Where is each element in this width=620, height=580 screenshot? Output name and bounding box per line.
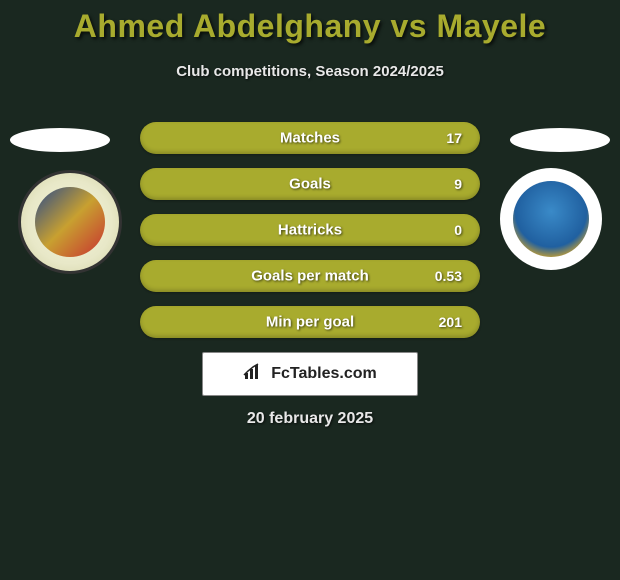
bars-icon <box>243 363 265 386</box>
stat-label: Min per goal <box>266 314 354 331</box>
stat-label: Hattricks <box>278 222 342 239</box>
subtitle: Club competitions, Season 2024/2025 <box>0 63 620 80</box>
player-right-placeholder <box>510 128 610 152</box>
stat-bar: Min per goal 201 <box>140 306 480 338</box>
stat-bar: Matches 17 <box>140 122 480 154</box>
stat-bar: Hattricks 0 <box>140 214 480 246</box>
stat-value: 0.53 <box>435 268 462 284</box>
player-left-placeholder <box>10 128 110 152</box>
stats-bars: Matches 17 Goals 9 Hattricks 0 Goals per… <box>140 122 480 352</box>
stat-label: Goals <box>289 176 331 193</box>
club-logo-right-inner <box>513 181 589 257</box>
brand-box[interactable]: FcTables.com <box>202 352 418 396</box>
club-logo-left-inner <box>35 187 105 257</box>
brand-text: FcTables.com <box>271 365 377 383</box>
stat-value: 201 <box>439 314 462 330</box>
page-title: Ahmed Abdelghany vs Mayele <box>0 0 620 45</box>
stat-value: 0 <box>454 222 462 238</box>
stat-bar: Goals per match 0.53 <box>140 260 480 292</box>
date-text: 20 february 2025 <box>247 410 373 428</box>
stat-label: Goals per match <box>251 268 369 285</box>
stat-label: Matches <box>280 130 340 147</box>
stat-value: 9 <box>454 176 462 192</box>
club-logo-left <box>18 170 122 274</box>
stat-bar: Goals 9 <box>140 168 480 200</box>
stat-value: 17 <box>446 130 462 146</box>
club-logo-right <box>500 168 602 270</box>
